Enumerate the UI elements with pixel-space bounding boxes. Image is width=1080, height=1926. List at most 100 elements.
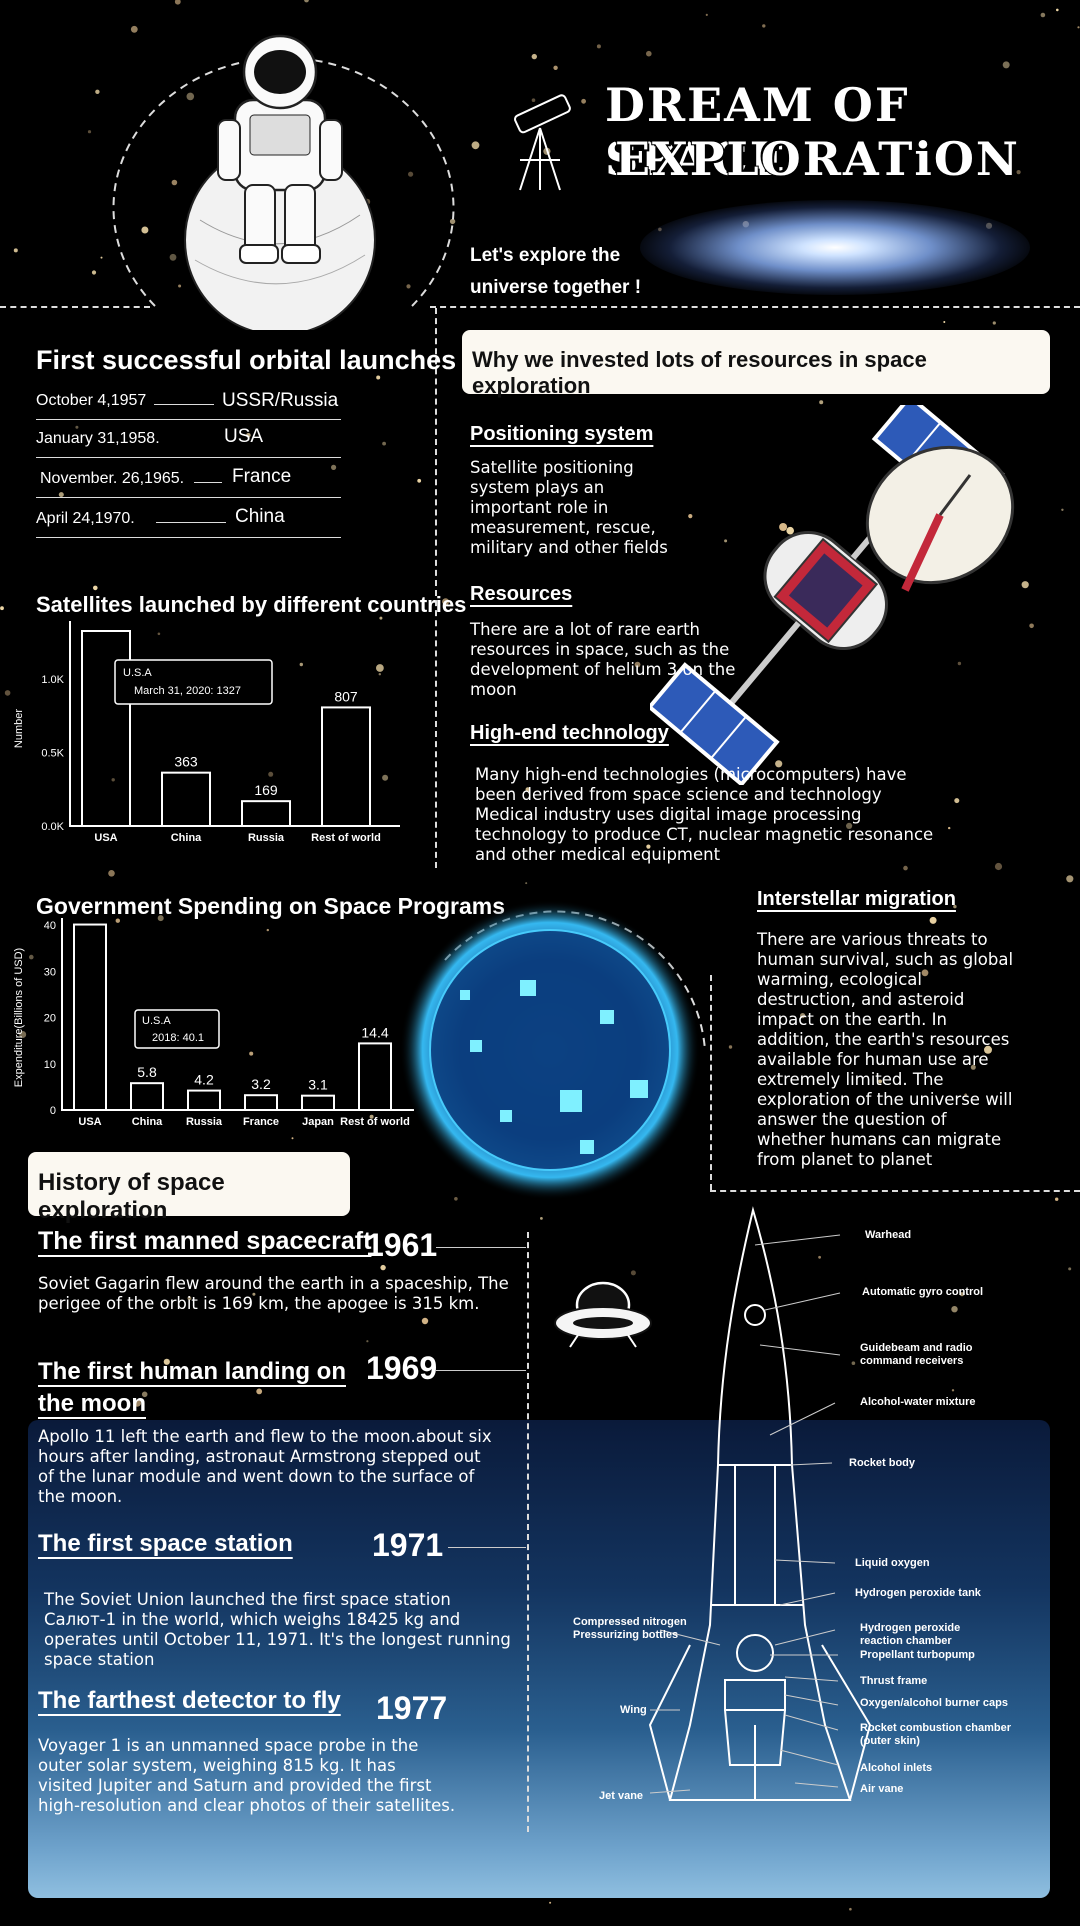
star <box>380 1264 386 1271</box>
star <box>133 1399 141 1407</box>
launch-country: China <box>235 506 285 527</box>
bar <box>321 706 371 827</box>
event-title: The farthest detector to fly <box>38 1687 341 1714</box>
star <box>569 810 572 814</box>
launch-date: January 31,1958. <box>36 430 160 447</box>
launch-date: October 4,1957 <box>36 392 147 409</box>
event-title: The first manned spacecraft <box>38 1227 372 1255</box>
divider <box>710 1190 1080 1192</box>
star <box>91 270 97 275</box>
data-label: 14.4 <box>361 1024 388 1040</box>
star <box>408 171 414 177</box>
star <box>775 760 783 768</box>
event-year: 1969 <box>366 1350 438 1386</box>
star <box>800 1013 806 1019</box>
resources-text: There are a lot of rare earth resources i… <box>470 620 736 699</box>
event-text: The Soviet Union launched the first spac… <box>44 1590 511 1669</box>
x-tick-label: USA <box>94 832 117 844</box>
star <box>943 321 946 323</box>
x-tick-label: France <box>243 1116 279 1128</box>
star <box>994 862 1003 871</box>
star <box>646 844 651 849</box>
star <box>130 25 138 33</box>
annotation-text: U.S.A <box>142 1015 171 1027</box>
launch-row: November. 26,1965. France <box>36 462 341 498</box>
star <box>163 1358 170 1365</box>
star <box>141 1391 148 1398</box>
bar <box>241 800 291 827</box>
axis <box>69 621 400 827</box>
star <box>93 585 98 591</box>
star <box>957 661 962 666</box>
y-tick-label: 10 <box>44 1059 56 1071</box>
y-axis-label: Expenditure(Billions of USD) <box>13 948 25 1087</box>
launch-row: January 31,1958. USA <box>36 422 341 458</box>
star <box>111 778 115 782</box>
y-tick-label: 0.0K <box>41 821 64 833</box>
star <box>596 44 601 49</box>
spending-chart: Expenditure(Billions of USD) 0 10 20 30 40 USA… <box>13 918 414 1128</box>
star <box>688 514 693 519</box>
bar <box>187 1089 221 1111</box>
annotation-text: 2018: 40.1 <box>152 1032 204 1044</box>
annotation-box <box>134 1009 220 1049</box>
star <box>95 89 100 95</box>
launch-row: October 4,1957 USSR/Russia <box>36 384 341 420</box>
star <box>87 130 92 134</box>
rocket-label-jet-vane: Jet vane <box>599 1790 644 1802</box>
x-tick-label: China <box>132 1116 163 1128</box>
star <box>0 606 4 611</box>
divider <box>156 522 226 523</box>
y-tick-label: 40 <box>44 920 56 932</box>
star <box>376 664 384 672</box>
star <box>406 284 411 289</box>
star <box>1016 170 1021 175</box>
star <box>13 248 18 253</box>
star <box>299 662 303 667</box>
bar <box>81 630 131 827</box>
star <box>108 870 115 877</box>
star <box>549 1901 552 1904</box>
star <box>115 918 121 923</box>
globe-illustration <box>400 900 706 1200</box>
star <box>849 1907 852 1911</box>
star <box>378 673 381 676</box>
star <box>1056 8 1059 12</box>
data-label: 3.2 <box>251 1076 271 1092</box>
star <box>959 1292 965 1297</box>
event-year: 1961 <box>366 1227 438 1263</box>
history-background <box>28 1420 1050 1898</box>
star <box>984 1045 992 1054</box>
star <box>246 433 251 438</box>
star <box>561 429 565 432</box>
chart2-title: Government Spending on Space Programs <box>36 893 506 919</box>
star <box>1066 875 1074 883</box>
divider <box>436 1370 526 1371</box>
star <box>366 1340 369 1343</box>
data-label: 4.2 <box>194 1072 214 1088</box>
page-title-line1: DREAM OF SPACE <box>604 77 910 187</box>
launch-country: USSR/Russia <box>222 390 339 411</box>
divider <box>435 308 437 868</box>
migration-text: There are various threats to human surviv… <box>757 930 1014 1169</box>
data-label: 169 <box>254 782 278 798</box>
divider <box>154 404 214 405</box>
launch-country: USA <box>224 426 264 447</box>
rocket-label-combustion: Rocket combustion chamber (outer skin) <box>860 1722 1011 1747</box>
event-text: Apollo 11 left the earth and flew to the… <box>38 1427 492 1506</box>
star <box>851 1361 856 1365</box>
star <box>762 24 766 28</box>
star <box>1002 61 1010 69</box>
divider <box>194 482 222 483</box>
star <box>379 616 383 620</box>
x-tick-label: Japan <box>302 1116 334 1128</box>
positioning-text: Satellite positioning system plays an impo… <box>470 458 668 557</box>
star <box>1068 1267 1072 1271</box>
data-label: 363 <box>174 754 198 770</box>
star <box>304 0 309 3</box>
star <box>249 1051 254 1056</box>
rocket-label-h2o2-tank: Hydrogen peroxide tank <box>855 1587 981 1599</box>
star <box>4 690 11 696</box>
divider <box>710 975 712 1190</box>
y-tick-label: 20 <box>44 1013 56 1025</box>
